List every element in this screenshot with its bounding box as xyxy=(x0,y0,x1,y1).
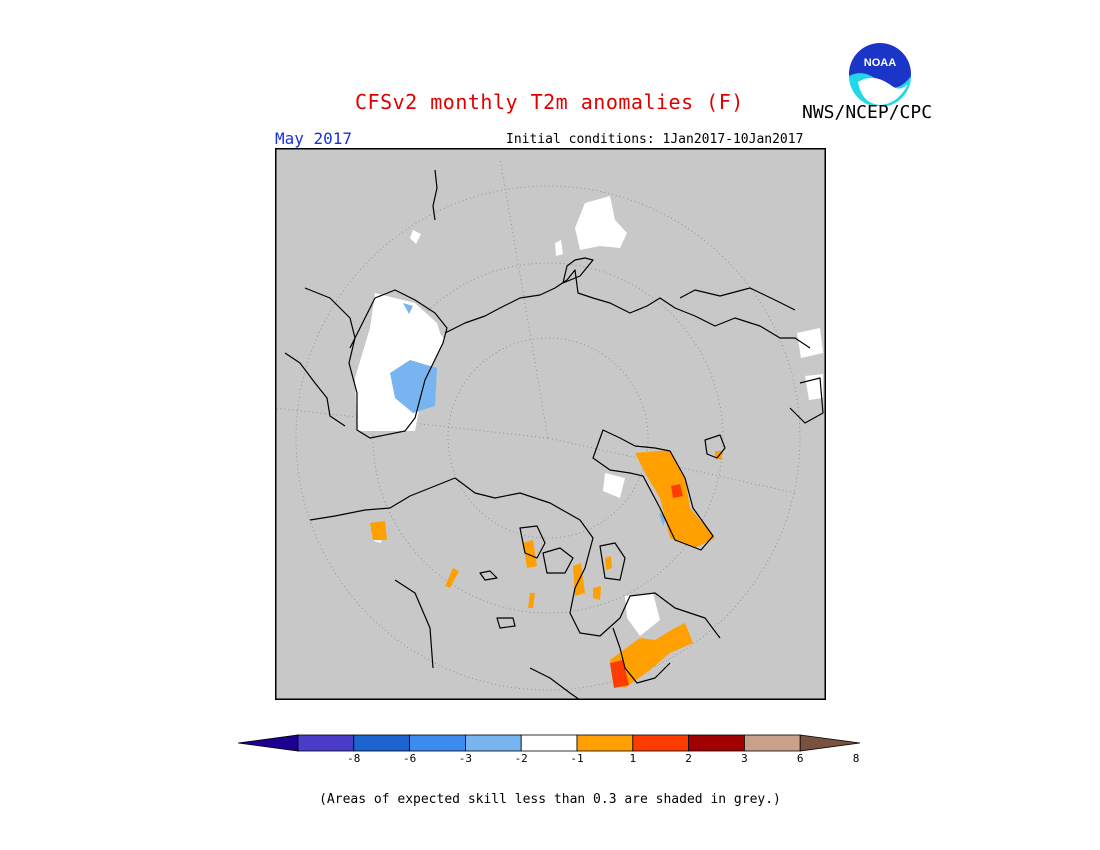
coast-canadian-archipelago xyxy=(519,525,574,574)
coast-hudson-bay xyxy=(612,627,671,684)
coast-arctic-islands xyxy=(479,570,516,629)
legend-tick-label: -1 xyxy=(570,752,584,765)
coast-greenland xyxy=(592,429,714,551)
legend-box xyxy=(743,734,801,752)
anomaly-patch-greenland-orange xyxy=(635,450,715,548)
coast-labrador xyxy=(529,667,580,699)
legend-tick-label: -3 xyxy=(458,752,473,765)
logo-text: NOAA xyxy=(864,57,896,69)
legend-box xyxy=(409,734,466,752)
coast-east-siberia xyxy=(679,287,796,311)
initial-conditions: Initial conditions: 1Jan2017-10Jan2017 xyxy=(506,132,804,147)
coast-siberia xyxy=(444,269,811,349)
graticule xyxy=(276,157,801,691)
coast-baffin xyxy=(599,542,626,581)
skill-footnote: (Areas of expected skill less than 0.3 a… xyxy=(319,792,781,807)
legend-tick-label: 1 xyxy=(629,752,637,765)
legend-box xyxy=(576,734,634,752)
legend-box xyxy=(464,734,522,752)
legend-box xyxy=(297,734,355,752)
legend-tick-label: -8 xyxy=(347,752,361,765)
legend-box xyxy=(688,734,745,752)
map-title: CFSv2 monthly T2m anomalies (F) xyxy=(355,90,744,114)
legend-boxes xyxy=(238,734,861,752)
legend-box xyxy=(353,734,411,752)
coast-alaska-south xyxy=(309,515,434,669)
coast-europe xyxy=(304,287,448,439)
coast-kamchatka xyxy=(789,377,824,424)
legend-box xyxy=(632,734,689,752)
anomaly-patch-canada-orange xyxy=(610,623,693,688)
coast-iceland xyxy=(704,434,726,459)
coast-canada xyxy=(454,477,721,639)
anomaly-patch-scandinavia-blue xyxy=(390,360,437,413)
legend-tick-label: -6 xyxy=(402,752,417,765)
legend-tick-label: 8 xyxy=(852,752,860,765)
noaa-logo: NOAA xyxy=(849,43,911,106)
anomaly-map xyxy=(275,148,826,700)
color-legend xyxy=(238,734,861,752)
coastlines xyxy=(284,169,824,699)
legend-tick-label: -2 xyxy=(514,752,528,765)
forecast-month: May 2017 xyxy=(275,129,353,148)
agency-label: NWS/NCEP/CPC xyxy=(802,102,933,123)
coast-britain xyxy=(284,352,346,427)
coast-novaya-zemlya xyxy=(562,257,594,284)
anomaly-patch-namerica-white xyxy=(625,593,660,636)
anomaly-patch-siberia xyxy=(575,196,627,250)
legend-tick-label: 2 xyxy=(685,752,692,765)
legend-tick-label: 6 xyxy=(796,752,804,765)
legend-box xyxy=(520,734,578,752)
legend-box-above-max xyxy=(799,734,861,752)
legend-tick-label: 3 xyxy=(741,752,748,765)
map-frame xyxy=(275,148,826,700)
coast-alaska xyxy=(334,477,456,517)
coast-caspian xyxy=(432,169,438,221)
legend-box-below-min xyxy=(238,734,299,752)
